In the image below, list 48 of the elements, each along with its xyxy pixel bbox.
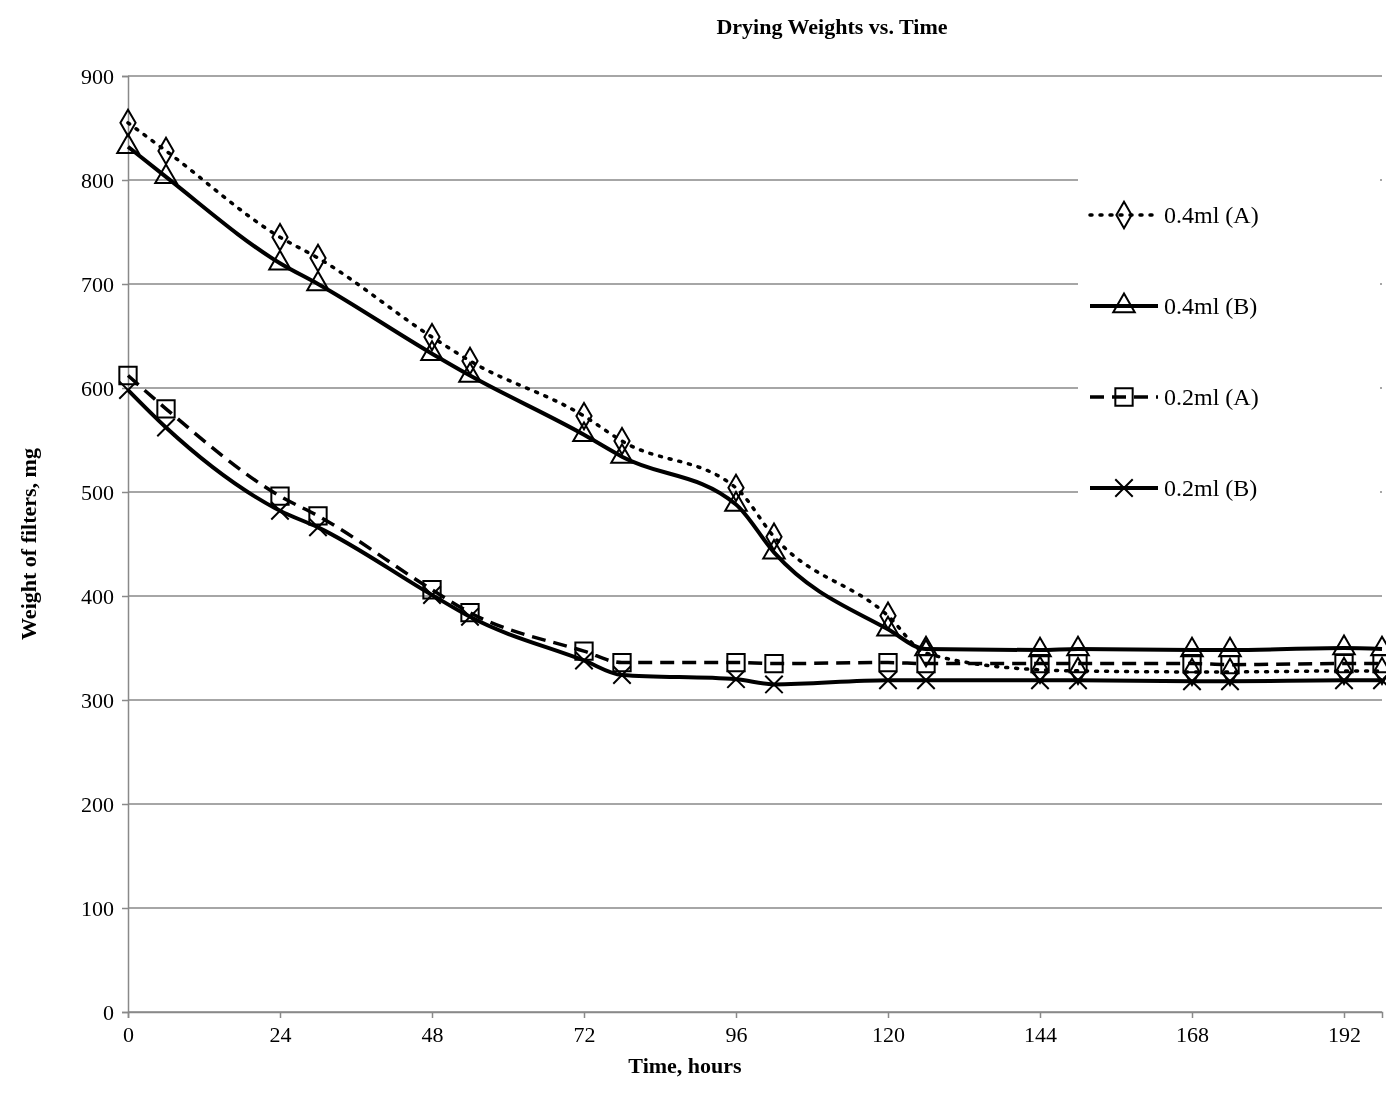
legend-label: 0.4ml (A) xyxy=(1164,202,1259,228)
y-tick-label: 0 xyxy=(103,999,114,1025)
legend-label: 0.2ml (A) xyxy=(1164,384,1259,410)
point xyxy=(726,652,746,673)
x-tick-label: 192 xyxy=(1328,1021,1361,1047)
point xyxy=(916,653,936,674)
point xyxy=(764,674,784,695)
x-tick-label: 168 xyxy=(1176,1021,1209,1047)
point xyxy=(1220,654,1240,675)
x-tick-label: 48 xyxy=(421,1021,444,1047)
point xyxy=(308,506,328,526)
point xyxy=(916,670,936,690)
y-tick-label: 800 xyxy=(81,167,114,193)
y-tick-label: 200 xyxy=(81,791,114,817)
x-tick-label: 96 xyxy=(725,1021,748,1047)
y-tick-label: 100 xyxy=(81,895,114,921)
point xyxy=(460,602,480,623)
point xyxy=(612,665,632,685)
chart-title: Drying Weights vs. Time xyxy=(716,14,948,39)
point xyxy=(764,653,784,674)
legend-label: 0.2ml (B) xyxy=(1164,475,1258,501)
y-tick-label: 600 xyxy=(81,375,114,401)
point xyxy=(270,486,290,506)
y-axis-title: Weight of filters, mg xyxy=(16,448,41,640)
legend-label: 0.4ml (B) xyxy=(1164,293,1258,319)
point xyxy=(422,580,442,600)
y-tick-label: 500 xyxy=(81,479,114,505)
x-tick-label: 24 xyxy=(269,1021,292,1047)
x-tick-label: 72 xyxy=(573,1021,596,1047)
point xyxy=(878,670,898,690)
point xyxy=(878,652,898,673)
x-tick-label: 0 xyxy=(123,1021,134,1047)
point xyxy=(1334,653,1354,674)
x-tick-label: 144 xyxy=(1024,1021,1057,1047)
y-tick-label: 900 xyxy=(81,63,114,89)
point xyxy=(612,652,632,673)
y-tick-label: 700 xyxy=(81,271,114,297)
point xyxy=(156,399,176,419)
x-axis-title: Time, hours xyxy=(628,1053,743,1078)
point xyxy=(1182,653,1202,674)
point xyxy=(574,641,594,661)
y-tick-label: 300 xyxy=(81,687,114,713)
point xyxy=(726,669,746,689)
x-tick-label: 120 xyxy=(872,1021,905,1047)
point xyxy=(118,365,138,386)
point xyxy=(1068,653,1088,674)
y-tick-label: 400 xyxy=(81,583,114,609)
point xyxy=(1030,653,1050,674)
